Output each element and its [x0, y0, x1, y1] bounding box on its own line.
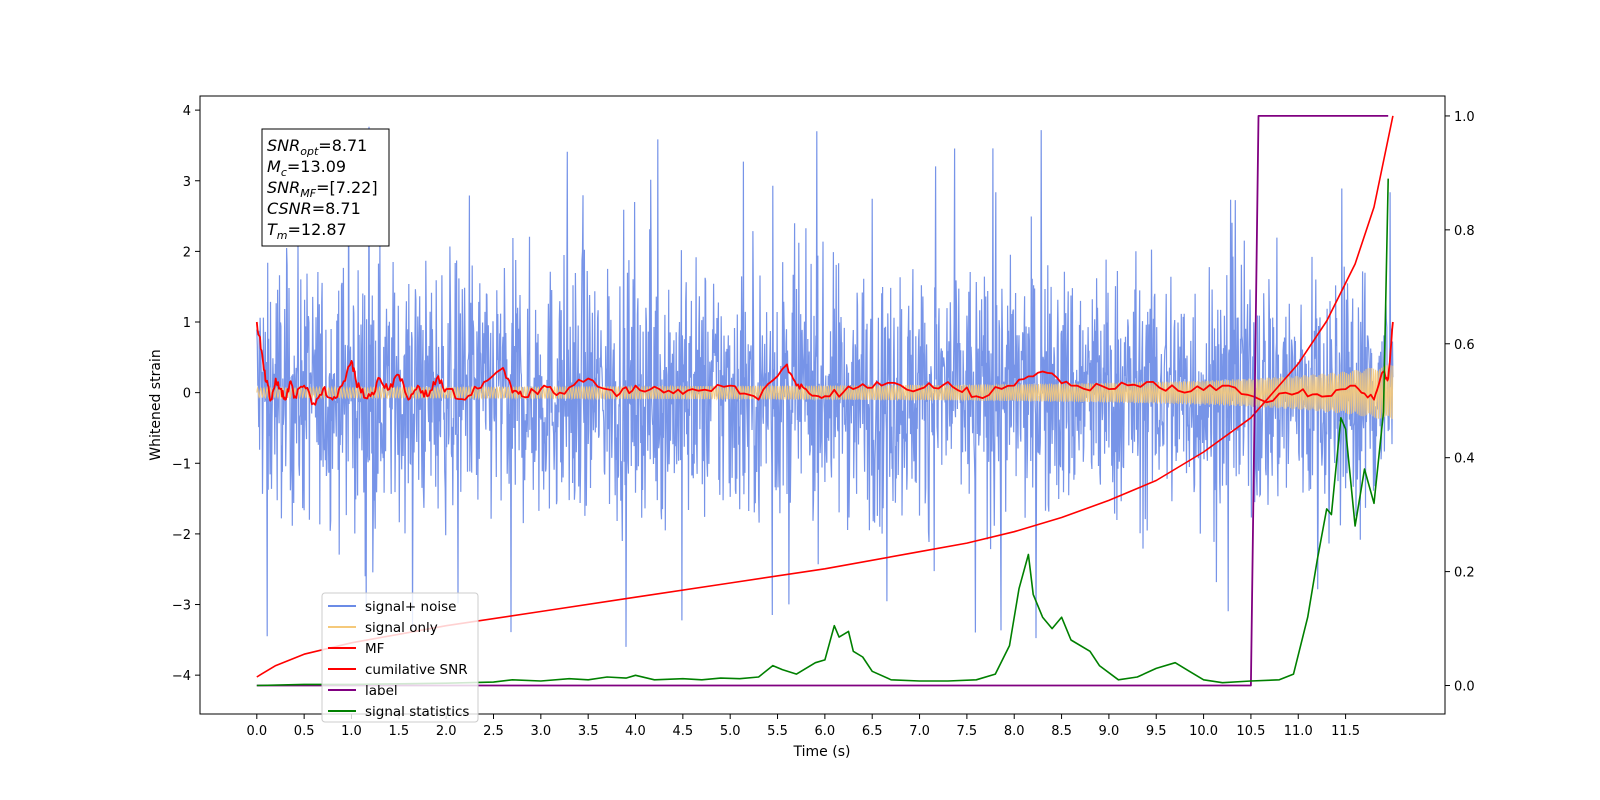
x-tick-label: 0.5: [294, 724, 315, 739]
x-tick-label: 1.5: [388, 724, 409, 739]
x-tick-label: 3.0: [530, 724, 551, 739]
y2-tick-label: 0.8: [1454, 224, 1475, 239]
legend-entry: signal only: [365, 620, 438, 636]
y-tick-label: 0: [183, 387, 191, 402]
x-tick-label: 9.0: [1099, 724, 1120, 739]
x-tick-label: 9.5: [1146, 724, 1167, 739]
y-tick-label: −2: [172, 528, 191, 543]
annotation-line: SNRopt=8.71: [267, 136, 367, 158]
y2-tick-label: 0.6: [1454, 338, 1475, 353]
legend-entry: signal+ noise: [365, 599, 456, 615]
legend-entry: label: [365, 683, 398, 699]
x-axis-label: Time (s): [793, 744, 851, 760]
legend-entry: signal statistics: [365, 704, 469, 720]
series-signal-only: [256, 365, 1394, 420]
x-tick-label: 2.5: [483, 724, 504, 739]
legend-entry: MF: [365, 641, 384, 657]
x-tick-label: 3.5: [578, 724, 599, 739]
x-tick-label: 1.0: [341, 724, 362, 739]
annotation-box: SNRopt=8.71Mc=13.09SNRMF=[7.22]CSNR=8.71…: [261, 128, 390, 247]
annotation-line: SNRMF=[7.22]: [267, 178, 378, 200]
x-tick-label: 10.0: [1189, 724, 1218, 739]
annotation-line: CSNR=8.71: [267, 199, 361, 218]
y2-tick-label: 0.4: [1454, 452, 1475, 467]
y-tick-label: 2: [183, 245, 191, 260]
x-tick-label: 11.5: [1331, 724, 1360, 739]
x-tick-label: 5.5: [767, 724, 788, 739]
x-tick-label: 7.0: [909, 724, 930, 739]
y2-tick-label: 0.0: [1454, 680, 1475, 695]
x-tick-label: 4.5: [673, 724, 694, 739]
annotation-line: Mc=13.09: [267, 157, 346, 179]
plot-frame: [199, 95, 1446, 715]
x-tick-label: 6.5: [862, 724, 883, 739]
series-mf: [255, 321, 1394, 406]
x-tick-label: 10.5: [1236, 724, 1265, 739]
y-tick-label: 1: [183, 316, 191, 331]
series-label: [256, 115, 1389, 687]
x-axis: 0.0 0.5 1.0 1.5 2.0 2.5 3.0 3.5 4.0 4.5 5.0 5.5 6.0 6…: [246, 714, 1360, 739]
y-tick-label: 3: [183, 175, 191, 190]
x-tick-label: 4.0: [625, 724, 646, 739]
y2-tick-label: 1.0: [1454, 110, 1475, 125]
x-tick-label: 5.0: [720, 724, 741, 739]
x-tick-label: 8.5: [1051, 724, 1072, 739]
x-tick-label: 2.0: [436, 724, 457, 739]
y-axis-label: Whitened strain: [148, 349, 164, 460]
legend-entry: cumilative SNR: [365, 662, 468, 678]
y-axis-left: −4 −3 −2 −1 0 1 2 3 4: [172, 104, 200, 684]
y-tick-label: −1: [172, 457, 191, 472]
y-tick-label: 4: [183, 104, 191, 119]
legend-frame: [321, 592, 479, 723]
x-tick-label: 8.0: [1004, 724, 1025, 739]
legend: signal+ noise signal only MF cumilative SNR…: [321, 592, 479, 723]
y-axis-right: 0.0 0.2 0.4 0.6 0.8 1.0: [1445, 110, 1475, 695]
x-tick-label: 0.0: [246, 724, 267, 739]
series-signal-statistics: [256, 178, 1389, 687]
annotation-line: Tm=12.87: [267, 220, 347, 242]
annotation-frame: [261, 128, 390, 247]
y2-tick-label: 0.2: [1454, 566, 1475, 581]
y-tick-label: −3: [172, 599, 191, 614]
x-tick-label: 6.0: [815, 724, 836, 739]
x-tick-label: 7.5: [957, 724, 978, 739]
y-tick-label: −4: [172, 669, 191, 684]
x-tick-label: 11.0: [1284, 724, 1313, 739]
